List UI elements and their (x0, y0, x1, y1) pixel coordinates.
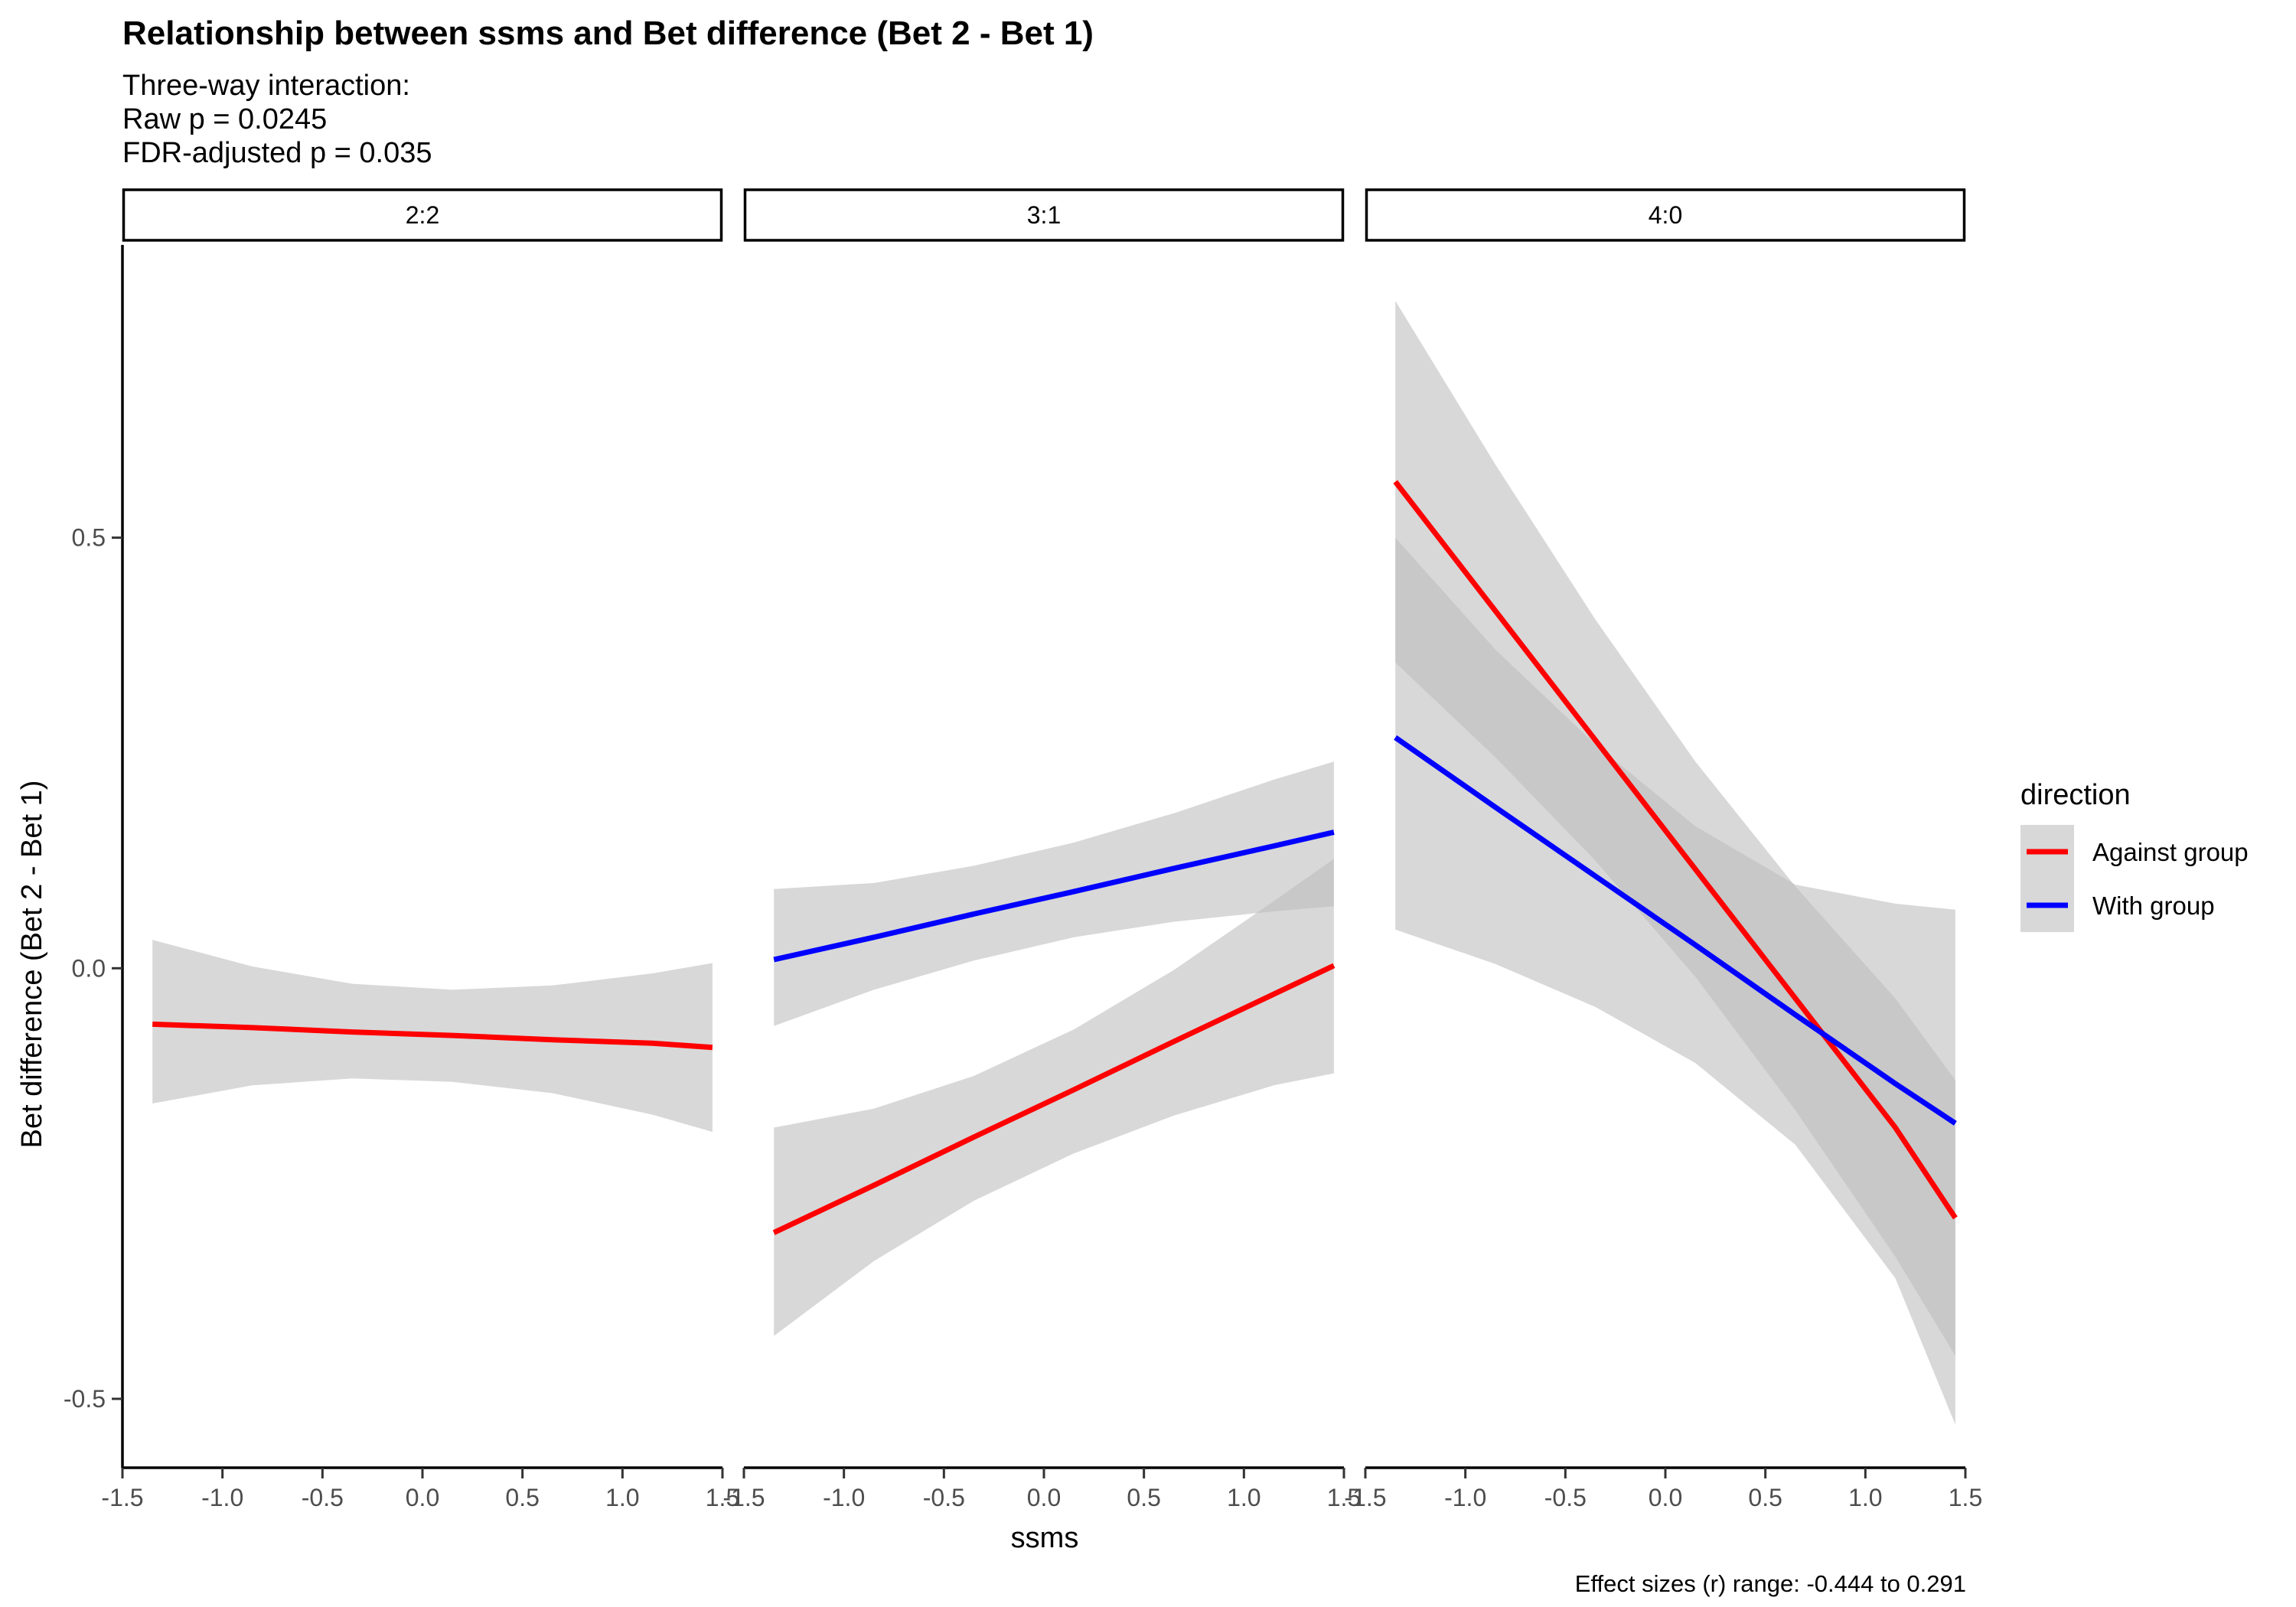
panel-4-0-x-tick-label: 0.5 (1748, 1484, 1782, 1511)
panel-3-1-x-tick-label: -1.0 (823, 1484, 865, 1511)
x-axis-title: ssms (1011, 1522, 1079, 1554)
legend-label-with-group: With group (2092, 892, 2215, 920)
panel-4-0-x-tick-label: -1.0 (1444, 1484, 1486, 1511)
panel-2-2-line-against-group (152, 1021, 713, 1051)
chart-title: Relationship between ssms and Bet differ… (122, 15, 1094, 52)
panel-3-1-x-tick-label: 0.5 (1127, 1484, 1160, 1511)
chart-subtitle-line-3: FDR-adjusted p = 0.035 (122, 137, 432, 169)
panel-2-2-x-tick-label: 1.0 (605, 1484, 639, 1511)
panel-4-0-x-tick-label: 1.5 (1949, 1484, 1982, 1511)
chart-subtitle-line-2: Raw p = 0.0245 (122, 103, 327, 135)
panel-3-1-x-tick-label: 0.0 (1027, 1484, 1061, 1511)
plot-area: 2:2 -1.5 -1.0 -0.5 0.0 0.5 1.0 1.5 3:1 -1.5 -1.0 -0… (64, 188, 1982, 1511)
panel-3-1-x-tick-label: -0.5 (923, 1484, 965, 1511)
panel-3-1-strip (743, 188, 1345, 242)
panel-3-1-line-against-group (772, 963, 1336, 1235)
panel-4-0-x-tick-label: -0.5 (1544, 1484, 1587, 1511)
y-tick-label: 0.5 (72, 524, 106, 552)
panel-4-0-line-with-group (1394, 735, 1957, 1126)
legend-label-against-group: Against group (2092, 838, 2249, 866)
panel-4-0-line-against-group (1393, 480, 1958, 1220)
panel-4-0-x-tick-label: 0.0 (1649, 1484, 1682, 1511)
legend-title: direction (2020, 779, 2131, 811)
chart-subtitle-line-1: Three-way interaction: (122, 70, 410, 102)
panel-2-2-x-tick-label: 0.0 (406, 1484, 439, 1511)
legend: direction Against group With group (2020, 779, 2249, 932)
panel-2-2-x-tick-label: 1.5 (706, 1484, 739, 1511)
panel-2-2-x-tick-label: 0.5 (505, 1484, 539, 1511)
chart-caption: Effect sizes (r) range: -0.444 to 0.291 (1575, 1570, 1966, 1597)
panel-3-1-x-tick-label: 1.5 (1327, 1484, 1361, 1511)
y-tick-label: 0.0 (72, 954, 106, 982)
panel-4-0-x-tick-label: -1.5 (1344, 1484, 1386, 1511)
panel-4-0-strip-label: 4:0 (1649, 201, 1682, 229)
panel-4-0-x-tick-label: 1.0 (1848, 1484, 1882, 1511)
panel-2-2-x-tick-label: -1.5 (101, 1484, 143, 1511)
panel-4-0-ribbon-with-group (1395, 537, 1955, 1425)
panel-4-0-strip (1365, 188, 1966, 242)
panel-3-1-strip-label: 3:1 (1027, 201, 1061, 229)
panel-2-2-x-tick-label: -0.5 (302, 1484, 344, 1511)
y-tick-label: -0.5 (64, 1385, 106, 1413)
panel-2-2-x-tick-label: -1.0 (201, 1484, 243, 1511)
panel-2-2-strip-label: 2:2 (406, 201, 439, 229)
panel-3-1-x-tick-label: 1.0 (1227, 1484, 1261, 1511)
y-axis-title: Bet difference (Bet 2 - Bet 1) (16, 781, 48, 1149)
panel-3-1-line-with-group (773, 830, 1335, 963)
panel-2-2-strip (122, 188, 723, 242)
panel-3-1-x-tick-label: -1.5 (722, 1484, 765, 1511)
